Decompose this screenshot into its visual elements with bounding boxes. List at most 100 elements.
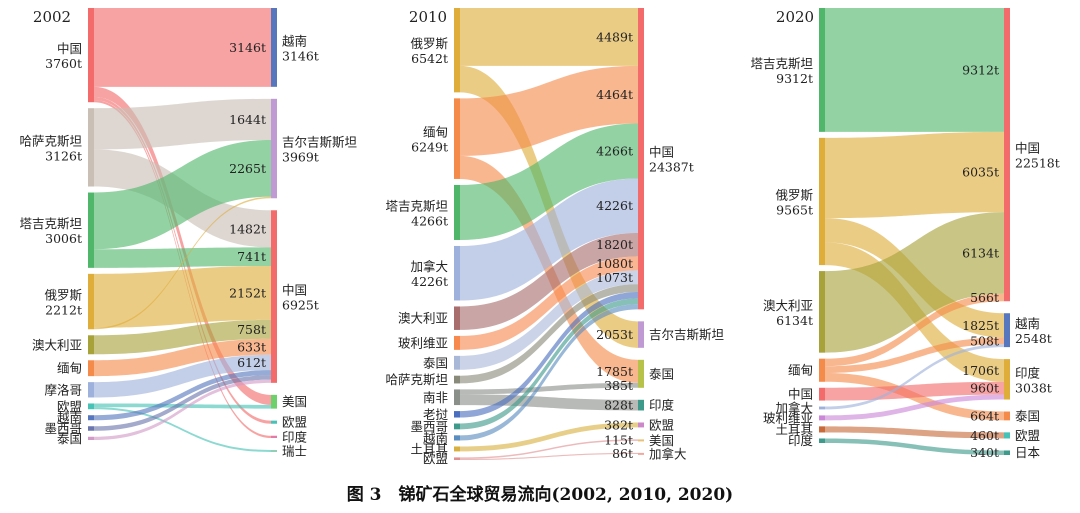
flow-value-label: 633t (237, 339, 266, 354)
source-node-label: 加拿大 (775, 400, 813, 415)
target-node (638, 399, 644, 411)
source-node (88, 403, 94, 410)
flow-value-label: 6035t (962, 164, 999, 179)
source-node-label: 欧盟 (423, 451, 448, 466)
flow-欧盟-美国 (460, 439, 638, 459)
source-node (454, 355, 460, 370)
flow-value-label: 612t (237, 355, 266, 370)
source-node-label: 墨西哥 (410, 419, 448, 434)
flow-value-label: 828t (604, 398, 633, 413)
source-node (819, 8, 825, 132)
source-node (454, 306, 460, 330)
flow-欧盟-加拿大 (460, 452, 638, 460)
flow-value-label: 4266t (596, 143, 633, 158)
target-node (1004, 411, 1010, 421)
source-node-total: 9565t (776, 202, 813, 217)
flow-土耳其-欧盟 (825, 426, 1004, 439)
source-node-label: 缅甸 (57, 361, 82, 376)
target-node (271, 8, 277, 87)
flow-value-label: 1080t (596, 256, 633, 271)
flow-塔吉克斯坦-中国 (825, 8, 1004, 132)
source-node (88, 108, 94, 187)
year-label: 2010 (409, 8, 447, 26)
source-node-label: 哈萨克斯坦 (19, 133, 82, 148)
flows (94, 8, 271, 452)
target-node (271, 98, 277, 199)
source-node (454, 184, 460, 240)
source-node-label: 印度 (788, 433, 814, 448)
flow-越南-中国 (94, 370, 271, 421)
target-node-label: 欧盟 (282, 415, 307, 430)
flow-value-label: 4489t (596, 29, 633, 44)
source-node-total: 6542t (411, 51, 448, 66)
target-node (638, 422, 644, 428)
flow-缅甸-泰国 (460, 155, 638, 383)
source-node (819, 358, 825, 382)
target-node-label: 加拿大 (649, 446, 687, 461)
source-node (88, 335, 94, 355)
source-node-label: 土耳其 (410, 441, 448, 456)
flow-value-label: 340t (970, 445, 999, 460)
flow-value-label: 4226t (596, 198, 633, 213)
flow-澳大利亚-中国 (825, 212, 1004, 353)
flow-越南-中国 (460, 304, 638, 441)
source-node-total: 2212t (45, 303, 82, 318)
source-node-label: 泰国 (423, 355, 448, 370)
source-node-label: 塔吉克斯坦 (385, 198, 448, 213)
source-node (819, 271, 825, 353)
flow-labels: 9312t 6035t 1825t 1706t 6134t 566t 508t 664t 960… (962, 62, 999, 460)
source-node (88, 436, 94, 440)
source-node-label: 俄罗斯 (44, 288, 82, 303)
source-node-label: 玻利维亚 (398, 335, 448, 350)
source-node-label: 中国 (57, 41, 82, 56)
flow-value-label: 115t (604, 433, 633, 448)
target-node-label: 越南 (282, 33, 307, 48)
source-node-total: 3126t (45, 148, 82, 163)
flows (825, 8, 1004, 455)
target-node-label: 美国 (282, 394, 307, 409)
flow-value-label: 385t (604, 378, 633, 393)
source-node (454, 389, 460, 406)
target-node-label: 吉尔吉斯斯坦 (649, 327, 724, 342)
flow-value-label: 758t (237, 322, 266, 337)
target-node-label: 印度 (282, 429, 308, 444)
source-node (88, 8, 94, 103)
target-node (638, 359, 644, 388)
flow-塔吉克斯坦-中国 (94, 247, 271, 268)
target-node (271, 210, 277, 383)
target-node-label: 泰国 (649, 366, 674, 381)
flow-泰国-中国 (460, 270, 638, 370)
target-node (638, 452, 644, 455)
target-node-label: 欧盟 (649, 417, 674, 432)
source-node-label: 缅甸 (788, 363, 813, 378)
flow-老挝-中国 (460, 291, 638, 418)
flow-缅甸-中国 (825, 293, 1004, 367)
target-node-label: 中国 (1015, 141, 1040, 156)
flow-摩洛哥-中国 (94, 354, 271, 398)
source-node-total: 3760t (45, 56, 82, 71)
flow-俄罗斯-吉尔吉斯斯坦 (94, 196, 271, 330)
target-node-total: 2548t (1015, 331, 1052, 346)
sankey-2010: 2010 4489t 2053t 4464t 1785t 4266t 4226t 1820t 1… (385, 8, 724, 466)
source-node-label: 加拿大 (410, 259, 448, 274)
target-node (1004, 8, 1010, 302)
target-node (1004, 450, 1010, 455)
flow-value-label: 382t (604, 417, 633, 432)
source-node-total: 9312t (776, 71, 813, 86)
flow-欧盟-美国 (94, 403, 271, 409)
source-node-label: 澳大利亚 (763, 298, 813, 313)
flow-value-label: 1706t (962, 363, 999, 378)
figure-caption: 图 3 锑矿石全球贸易流向(2002, 2010, 2020) (347, 484, 733, 505)
source-node (454, 375, 460, 384)
target-node-total: 3969t (282, 150, 319, 165)
source-node (819, 426, 825, 433)
source-node-label: 缅甸 (423, 125, 448, 140)
source-node-total: 4226t (411, 274, 448, 289)
source-node (819, 438, 825, 443)
flow-俄罗斯-中国 (825, 131, 1004, 219)
flow-value-label: 1482t (229, 221, 266, 236)
source-node-label: 摩洛哥 (44, 382, 82, 397)
flow-加拿大-中国 (460, 178, 638, 301)
source-node-label: 南非 (423, 390, 448, 405)
